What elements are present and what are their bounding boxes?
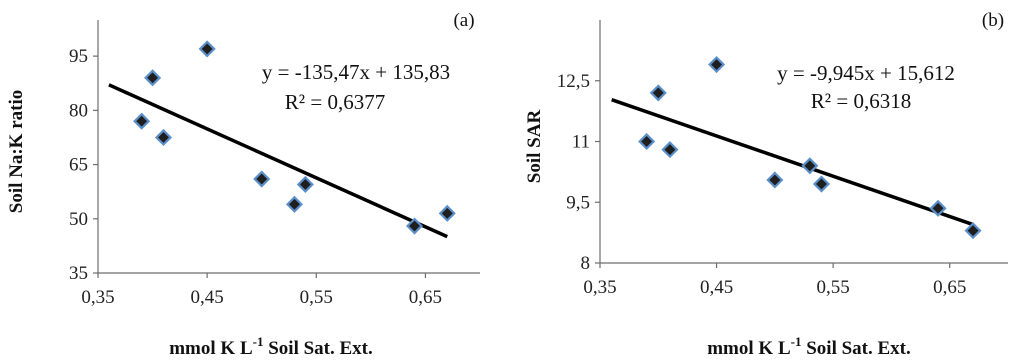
r-squared-label: R² = 0,6377 <box>285 90 385 114</box>
x-tick-label: 0,35 <box>583 277 616 298</box>
y-axis-title-wrap: Soil SAR <box>524 110 545 184</box>
data-point <box>438 204 456 222</box>
trendline <box>108 83 448 239</box>
x-tick-label: 0,65 <box>933 277 966 298</box>
x-tick-label: 0,55 <box>300 287 333 308</box>
panel-label: (b) <box>982 10 1004 31</box>
x-tick-label: 0,65 <box>409 287 442 308</box>
data-point <box>285 195 304 213</box>
data-point <box>405 217 424 235</box>
data-point <box>661 141 679 159</box>
y-tick-label: 35 <box>69 263 88 284</box>
y-tick-label: 12,5 <box>557 71 590 92</box>
data-point <box>708 55 726 74</box>
y-tick-label: 95 <box>69 46 88 67</box>
y-tick-label: 8 <box>581 253 591 274</box>
y-axis-title: Soil SAR <box>524 110 545 184</box>
data-point <box>812 175 831 193</box>
y-axis-title: Soil Na:K ratio <box>6 90 27 214</box>
x-axis-title-suffix: Soil Sat. Ext. <box>263 338 372 359</box>
r-squared-label: R² = 0,6318 <box>811 89 911 113</box>
x-axis-title: mmol K L-1 Soil Sat. Ext. <box>169 334 373 359</box>
trendline-equation: y = -9,945x + 15,612 <box>777 61 955 85</box>
chart-panel-b: (b) Soil SAR mmol K L-1 Soil Sat. Ext. y… <box>524 10 1008 359</box>
data-point <box>766 171 784 189</box>
panel-label: (a) <box>453 10 474 31</box>
x-tick-label: 0,55 <box>817 277 850 298</box>
data-point <box>133 112 151 130</box>
data-point <box>296 175 314 194</box>
data-point <box>253 170 271 188</box>
y-tick-label: 11 <box>572 132 590 153</box>
x-axis-title-main: mmol K L <box>707 338 790 359</box>
x-axis-title-suffix: Soil Sat. Ext. <box>801 338 910 359</box>
trendline-equation: y = -135,47x + 135,83 <box>262 60 450 84</box>
x-axis-title: mmol K L-1 Soil Sat. Ext. <box>707 334 911 359</box>
y-tick-label: 65 <box>69 155 88 176</box>
data-point <box>154 128 173 147</box>
y-axis-title-wrap: Soil Na:K ratio <box>6 90 27 214</box>
x-axis-title-main: mmol K L <box>169 338 252 359</box>
data-point <box>144 69 162 87</box>
data-point <box>649 84 667 102</box>
y-tick-label: 80 <box>69 100 88 121</box>
data-point <box>964 222 982 240</box>
trendline <box>611 98 974 227</box>
chart-panel-a: (a) Soil Na:K ratio mmol K L-1 Soil Sat.… <box>6 10 480 359</box>
y-tick-label: 9,5 <box>566 192 590 213</box>
x-axis-title-sup: -1 <box>253 334 264 349</box>
data-point <box>929 199 947 217</box>
data-point <box>198 40 216 58</box>
data-point <box>801 157 819 175</box>
x-tick-label: 0,35 <box>81 287 114 308</box>
x-tick-label: 0,45 <box>191 287 224 308</box>
y-tick-label: 50 <box>69 209 88 230</box>
data-point <box>638 132 656 151</box>
x-tick-label: 0,45 <box>700 277 733 298</box>
x-axis-title-sup: -1 <box>791 334 802 349</box>
